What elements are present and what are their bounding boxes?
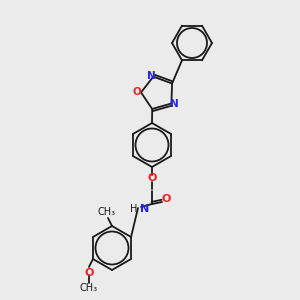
Text: N: N bbox=[147, 71, 156, 81]
Text: O: O bbox=[84, 268, 94, 278]
Text: N: N bbox=[170, 100, 179, 110]
Text: O: O bbox=[161, 194, 171, 204]
Text: O: O bbox=[133, 87, 141, 98]
Text: CH₃: CH₃ bbox=[80, 283, 98, 293]
Text: N: N bbox=[140, 204, 149, 214]
Text: H: H bbox=[130, 204, 137, 214]
Text: O: O bbox=[147, 173, 157, 183]
Text: CH₃: CH₃ bbox=[98, 207, 116, 217]
